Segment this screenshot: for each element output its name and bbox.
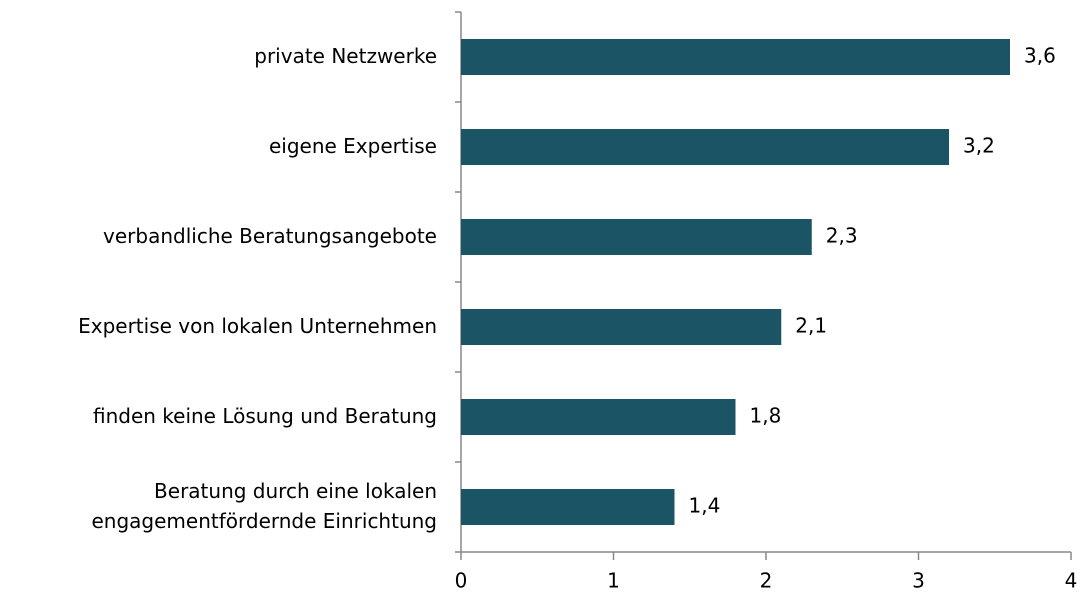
- bar: [461, 399, 736, 435]
- x-tick-label: 4: [1065, 569, 1078, 593]
- x-tick-label: 3: [912, 569, 925, 593]
- x-tick-label: 0: [455, 569, 468, 593]
- value-label: 1,8: [750, 404, 782, 428]
- y-tick-label: Expertise von lokalen Unternehmen: [78, 314, 437, 338]
- bar: [461, 489, 675, 525]
- bar: [461, 309, 782, 345]
- y-tick-label: verbandliche Beratungsangebote: [103, 224, 437, 248]
- bar: [461, 219, 812, 255]
- value-label: 3,6: [1024, 44, 1056, 68]
- y-tick-label: finden keine Lösung und Beratung: [93, 404, 437, 428]
- value-label: 2,3: [826, 224, 858, 248]
- x-tick-label: 1: [607, 569, 620, 593]
- y-tick-label: Beratung durch eine lokalen engagementför…: [92, 479, 438, 533]
- value-label: 1,4: [689, 494, 721, 518]
- bar: [461, 39, 1010, 75]
- value-label: 3,2: [963, 134, 995, 158]
- bar: [461, 129, 949, 165]
- y-tick-label: eigene Expertise: [269, 134, 437, 158]
- y-tick-label: private Netzwerke: [254, 44, 437, 68]
- x-tick-label: 2: [760, 569, 773, 593]
- value-label: 2,1: [795, 314, 827, 338]
